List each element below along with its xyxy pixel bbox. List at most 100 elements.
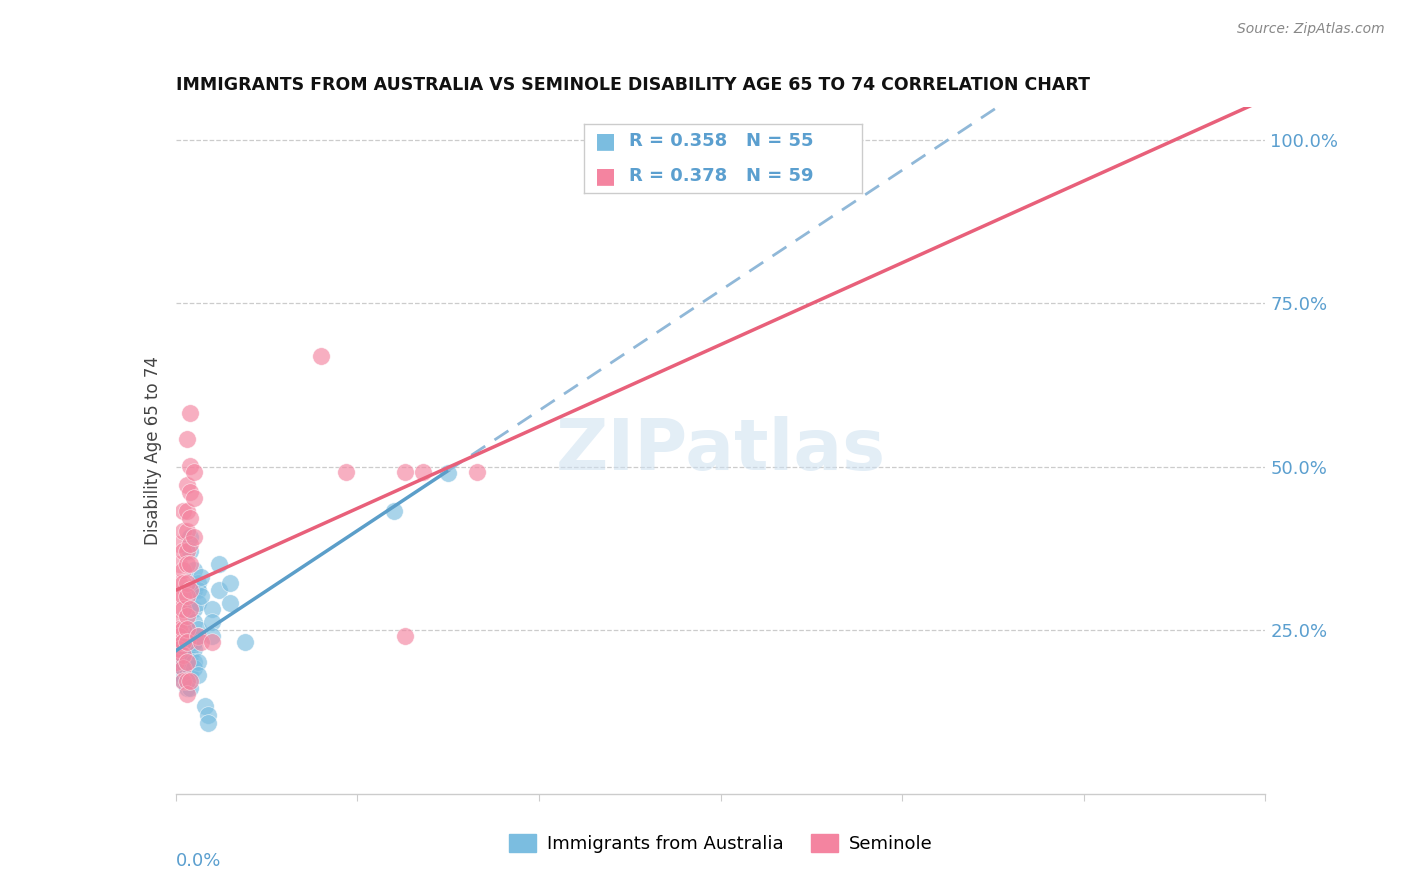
Point xyxy=(186,629,209,643)
Point xyxy=(176,641,198,656)
Point xyxy=(172,648,194,663)
Point xyxy=(172,635,194,649)
Point xyxy=(190,570,212,584)
Point xyxy=(382,504,405,518)
Point xyxy=(183,629,205,643)
Point xyxy=(176,524,198,538)
Point xyxy=(176,478,198,492)
Point xyxy=(179,557,201,571)
Point xyxy=(219,596,242,610)
Point xyxy=(186,596,209,610)
Point xyxy=(169,665,191,680)
Text: 0.0%: 0.0% xyxy=(176,852,221,871)
Point xyxy=(179,537,201,551)
Point xyxy=(172,524,194,538)
Point xyxy=(176,655,198,669)
Point xyxy=(179,484,201,499)
Point xyxy=(179,602,201,616)
Point xyxy=(172,590,194,604)
Point xyxy=(176,648,198,663)
Point xyxy=(169,641,191,656)
Point xyxy=(183,635,205,649)
Point xyxy=(186,655,209,669)
Point xyxy=(176,590,198,604)
Point xyxy=(179,511,201,525)
Point xyxy=(183,661,205,675)
Point xyxy=(179,458,201,473)
Point xyxy=(183,615,205,630)
Point xyxy=(190,590,212,604)
Point xyxy=(176,557,198,571)
Point xyxy=(172,674,194,689)
Point xyxy=(437,467,460,481)
Point xyxy=(179,668,201,682)
Point xyxy=(176,674,198,689)
Point xyxy=(179,674,201,689)
Point xyxy=(183,531,205,545)
Point xyxy=(201,602,224,616)
Point xyxy=(169,615,191,630)
Text: Source: ZipAtlas.com: Source: ZipAtlas.com xyxy=(1237,22,1385,37)
Point xyxy=(176,635,198,649)
Point xyxy=(169,622,191,636)
Point xyxy=(197,716,219,731)
Text: IMMIGRANTS FROM AUSTRALIA VS SEMINOLE DISABILITY AGE 65 TO 74 CORRELATION CHART: IMMIGRANTS FROM AUSTRALIA VS SEMINOLE DI… xyxy=(176,77,1090,95)
Point xyxy=(179,406,201,420)
Point xyxy=(179,531,201,545)
Point xyxy=(179,543,201,558)
Point xyxy=(172,563,194,577)
Point xyxy=(201,629,224,643)
Point xyxy=(169,602,191,616)
Point xyxy=(176,622,198,636)
Point xyxy=(176,668,198,682)
Point xyxy=(179,661,201,675)
Point xyxy=(179,655,201,669)
Point xyxy=(183,641,205,656)
Point xyxy=(183,655,205,669)
Point xyxy=(169,643,191,657)
Point xyxy=(183,491,205,506)
Point xyxy=(179,648,201,663)
Point xyxy=(172,635,194,649)
Point xyxy=(186,629,209,643)
Point xyxy=(183,582,205,597)
Point xyxy=(172,661,194,675)
Point xyxy=(172,602,194,616)
Point xyxy=(183,465,205,479)
Point xyxy=(169,576,191,591)
Point xyxy=(186,668,209,682)
Point xyxy=(176,688,198,702)
Point xyxy=(172,655,194,669)
Point xyxy=(169,635,191,649)
Point xyxy=(176,622,198,636)
Point xyxy=(208,582,231,597)
Point xyxy=(176,655,198,669)
Point xyxy=(465,465,488,479)
Point xyxy=(169,537,191,551)
Point xyxy=(179,582,201,597)
Point xyxy=(165,641,187,656)
Point xyxy=(233,635,256,649)
Point xyxy=(172,576,194,591)
Point xyxy=(394,465,416,479)
Point xyxy=(335,465,357,479)
Point xyxy=(179,635,201,649)
Point xyxy=(172,504,194,518)
Point xyxy=(169,649,191,664)
Point xyxy=(176,609,198,624)
Point xyxy=(186,622,209,636)
Point xyxy=(169,590,191,604)
Point xyxy=(176,433,198,447)
Point xyxy=(165,656,187,670)
Point xyxy=(172,661,194,675)
Point xyxy=(176,576,198,591)
Point xyxy=(201,635,224,649)
Point xyxy=(194,698,217,713)
Point xyxy=(165,655,187,669)
Point xyxy=(176,504,198,518)
Point xyxy=(179,629,201,643)
Point xyxy=(394,629,416,643)
Point xyxy=(190,635,212,649)
Point xyxy=(172,674,194,689)
Point xyxy=(186,582,209,597)
